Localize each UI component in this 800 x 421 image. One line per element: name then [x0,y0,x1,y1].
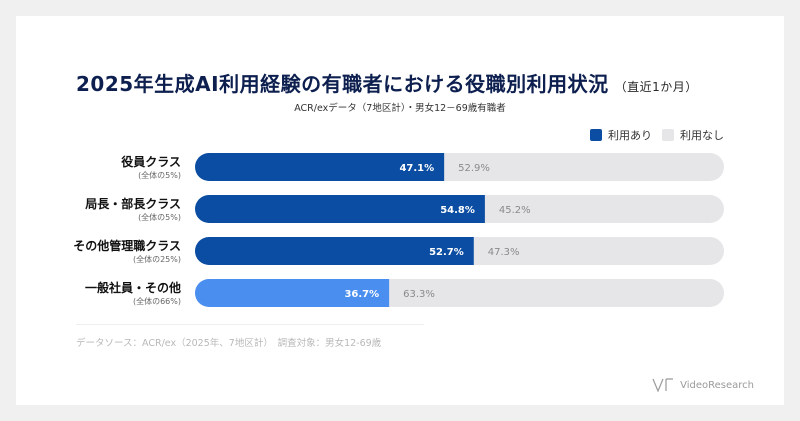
value-label-used: 47.1% [399,163,434,174]
legend-swatch-used [590,129,602,141]
title-main: 2025年生成AI利用経験の有職者における役職別利用状況 [76,72,609,96]
value-label-not-used: 47.3% [488,247,520,258]
stacked-bar-chart: 役員クラス(全体の5%)47.1% 52.9%局長・部長クラス(全体の5%)54.… [73,153,724,307]
brand-name: VideoResearch [680,379,754,391]
category-label: 局長・部長クラス [85,196,181,211]
title-suffix: （直近1か月） [614,80,698,94]
category-note: (全体の5%) [138,212,181,222]
footer-divider [76,324,424,325]
category-note: (全体の66%) [133,296,181,306]
value-label-not-used: 52.9% [458,163,490,174]
bar-used [195,195,485,223]
video-research-logo-icon [652,378,674,392]
data-source-note: データソース：ACR/ex（2025年、7地区計） 調査対象：男女12-69歳 [76,338,382,349]
legend-label-not-used: 利用なし [680,129,724,142]
chart-card: 2025年生成AI利用経験の有職者における役職別利用状況 （直近1か月） ACR/… [16,16,784,405]
chart-subtitle: ACR/exデータ（7地区計）・男女12－69歳有職者 [294,103,506,114]
bar-used [195,279,390,307]
value-label-not-used: 63.3% [403,289,435,300]
value-label-not-used: 45.2% [499,205,531,216]
category-note: (全体の25%) [133,254,181,264]
value-label-used: 54.8% [440,205,475,216]
legend: 利用あり 利用なし [590,127,724,143]
legend-item-used: 利用あり [590,127,652,143]
category-label: 一般社員・その他 [85,280,181,295]
value-label-used: 36.7% [344,289,379,300]
brand-logo: VideoResearch [652,378,754,392]
legend-label-used: 利用あり [608,129,652,142]
bar-used [195,237,474,265]
value-label-used: 52.7% [429,247,464,258]
category-label: その他管理職クラス [73,238,181,253]
bar-used [195,153,445,181]
category-note: (全体の5%) [138,170,181,180]
legend-swatch-not-used [662,129,674,141]
category-label: 役員クラス [121,154,181,169]
chart-title: 2025年生成AI利用経験の有職者における役職別利用状況 （直近1か月） [76,68,756,97]
legend-item-not-used: 利用なし [662,127,724,143]
